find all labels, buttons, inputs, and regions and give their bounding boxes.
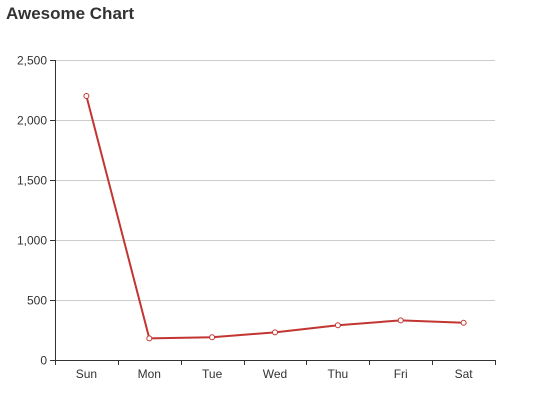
x-tick-label: Thu [328, 367, 349, 381]
y-tick-label: 2,500 [17, 54, 47, 68]
x-tick-label: Wed [263, 367, 287, 381]
chart-title: Awesome Chart [6, 4, 135, 23]
y-tick-label: 2,000 [17, 114, 47, 128]
data-point [460, 319, 467, 326]
data-point [146, 335, 153, 342]
y-tick-label: 0 [40, 354, 47, 368]
x-tick-label: Sun [76, 367, 97, 381]
x-tick-label: Tue [202, 367, 223, 381]
data-point [272, 329, 278, 336]
x-tick-label: Fri [394, 367, 408, 381]
x-tick-label: Mon [138, 367, 161, 381]
data-point [397, 317, 404, 324]
data-point [334, 322, 341, 329]
y-tick-label: 500 [27, 294, 47, 308]
data-point [209, 334, 216, 341]
x-tick-label: Sat [455, 367, 474, 381]
y-tick-label: 1,000 [17, 234, 47, 248]
series-line [85, 95, 464, 340]
data-point [83, 93, 90, 99]
y-tick-label: 1,500 [17, 174, 47, 188]
